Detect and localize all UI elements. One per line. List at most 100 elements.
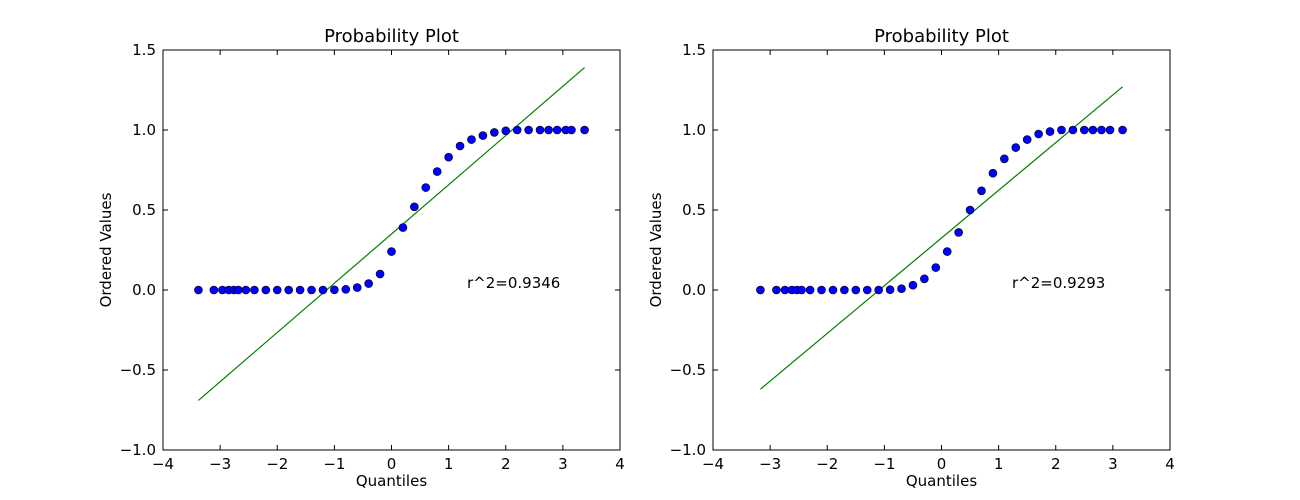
data-point xyxy=(1000,154,1009,164)
data-point xyxy=(241,285,251,295)
r-squared-annotation: r^2=0.9346 xyxy=(467,274,560,292)
data-point xyxy=(444,152,453,162)
x-tick-label: −3 xyxy=(759,455,781,473)
data-point xyxy=(524,125,533,135)
y-axis-label: Ordered Values xyxy=(97,192,115,307)
data-point xyxy=(805,285,815,295)
data-point xyxy=(364,279,373,288)
y-tick-label: 0.0 xyxy=(682,281,706,299)
y-tick-label: −1.0 xyxy=(670,441,706,459)
data-point xyxy=(467,135,476,144)
data-point xyxy=(1011,143,1021,152)
data-point xyxy=(772,285,781,295)
r-squared-annotation: r^2=0.9293 xyxy=(1012,274,1105,292)
data-point xyxy=(544,125,553,135)
data-point xyxy=(272,285,282,295)
data-point xyxy=(1034,129,1043,139)
data-point xyxy=(512,125,522,135)
data-point xyxy=(1068,125,1078,135)
data-point xyxy=(977,186,986,196)
x-tick-label: 0 xyxy=(387,455,397,473)
data-point xyxy=(295,285,305,295)
x-tick-label: −2 xyxy=(266,455,288,473)
x-tick-label: 3 xyxy=(1108,455,1118,473)
data-point xyxy=(490,128,499,137)
y-tick-label: 1.0 xyxy=(132,121,156,139)
data-point xyxy=(840,285,849,295)
x-axis-label: Quantiles xyxy=(906,472,977,490)
data-point xyxy=(318,285,328,295)
data-point xyxy=(1022,135,1032,144)
data-point xyxy=(341,285,351,294)
data-point xyxy=(432,167,442,176)
data-point xyxy=(797,285,806,295)
x-tick-label: −3 xyxy=(209,455,231,473)
data-point xyxy=(387,247,396,256)
y-tick-label: −0.5 xyxy=(670,361,706,379)
data-point xyxy=(398,223,408,232)
data-point xyxy=(535,125,545,135)
data-point xyxy=(817,285,826,295)
y-tick-label: −0.5 xyxy=(120,361,156,379)
data-point xyxy=(1118,125,1127,135)
data-point xyxy=(501,126,511,136)
data-point xyxy=(931,263,941,272)
data-point xyxy=(209,285,219,295)
data-point xyxy=(954,228,963,237)
data-point xyxy=(1045,127,1055,136)
data-point xyxy=(307,285,316,295)
x-tick-label: −4 xyxy=(152,455,174,473)
data-point xyxy=(234,285,243,295)
data-point xyxy=(988,168,998,178)
plot-title: Probability Plot xyxy=(324,26,459,47)
fit-line xyxy=(198,67,585,401)
x-tick-label: 1 xyxy=(444,455,454,473)
data-point xyxy=(284,285,293,295)
x-tick-label: 1 xyxy=(994,455,1004,473)
fit-line xyxy=(760,86,1123,390)
x-tick-label: 2 xyxy=(1051,455,1061,473)
data-point xyxy=(330,285,339,295)
data-point xyxy=(1057,125,1066,135)
x-tick-label: 2 xyxy=(501,455,511,473)
y-tick-label: 1.0 xyxy=(682,121,706,139)
x-axis-label: Quantiles xyxy=(356,472,427,490)
data-point xyxy=(885,285,895,294)
data-point xyxy=(1088,125,1098,135)
data-point xyxy=(851,285,861,295)
x-tick-label: −2 xyxy=(816,455,838,473)
y-tick-label: 0.0 xyxy=(132,281,156,299)
y-tick-label: −1.0 xyxy=(120,441,156,459)
data-point xyxy=(455,141,465,151)
x-tick-label: −1 xyxy=(323,455,345,473)
data-point xyxy=(874,285,883,295)
data-point xyxy=(261,285,271,295)
data-point xyxy=(828,285,838,295)
data-point xyxy=(421,183,431,192)
probability-plot-left: −4 −3 −2 −1 0 1 2 3 4 −1.0 −0.5 0.0 0.5 1.0 1.5 Probabi… xyxy=(97,26,625,490)
data-point xyxy=(478,131,488,140)
data-point xyxy=(580,125,589,135)
x-tick-label: −4 xyxy=(702,455,724,473)
x-tick-label: 4 xyxy=(615,455,625,473)
data-point xyxy=(756,285,765,295)
x-tick-label: 0 xyxy=(937,455,947,473)
axes-frame xyxy=(712,49,1171,451)
data-point xyxy=(1097,125,1106,135)
data-point xyxy=(375,269,385,279)
data-point xyxy=(352,283,362,292)
x-tick-label: 3 xyxy=(558,455,568,473)
probability-plot-right: −4 −3 −2 −1 0 1 2 3 4 −1.0 −0.5 0.0 0.5 1.0 1.5 Probabi… xyxy=(647,26,1175,490)
y-axis-label: Ordered Values xyxy=(647,192,665,307)
plot-title: Probability Plot xyxy=(874,26,1009,47)
data-point xyxy=(862,285,872,295)
data-point xyxy=(1080,125,1089,135)
x-tick-label: 4 xyxy=(1165,455,1175,473)
data-point xyxy=(897,284,906,294)
data-point xyxy=(1105,125,1115,135)
data-point xyxy=(942,247,952,256)
data-point xyxy=(920,274,929,284)
data-point xyxy=(410,202,419,212)
data-point xyxy=(250,285,259,295)
